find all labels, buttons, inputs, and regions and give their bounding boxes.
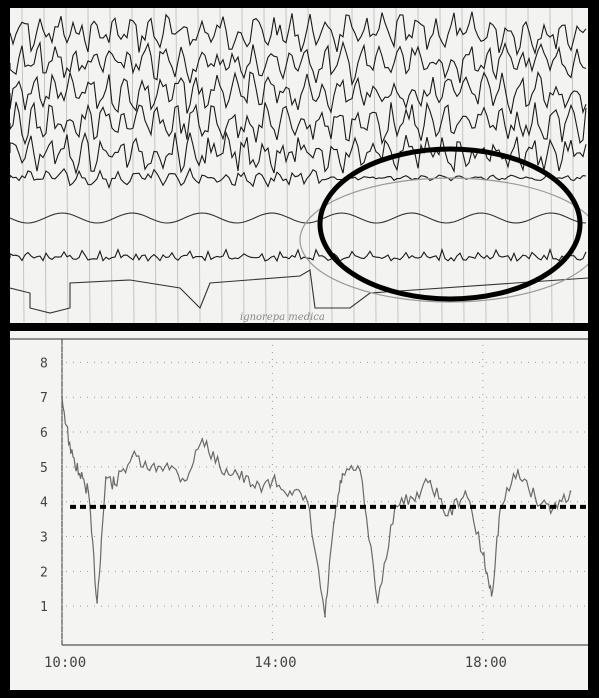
trend-point-8: [131, 455, 134, 458]
trend-point-21: [341, 472, 344, 475]
eeg-channel-4: [10, 101, 587, 146]
x-tick-label-1400: 14:00: [254, 655, 296, 671]
y-tick-label-8: 8: [40, 356, 48, 371]
trend-point-7: [113, 483, 116, 486]
trend-point-3: [78, 472, 81, 475]
trend-point-9: [148, 469, 151, 472]
y-tick-label-7: 7: [40, 391, 48, 406]
x-tick-label-1000: 10:00: [44, 655, 86, 671]
trend-point-13: [218, 465, 221, 468]
trend-point-16: [271, 479, 274, 482]
y-tick-label-5: 5: [40, 461, 48, 476]
trend-point-27: [446, 514, 449, 517]
eeg-channel-3: [10, 70, 587, 115]
trend-point-35: [569, 490, 572, 493]
trend-point-33: [534, 497, 537, 500]
trend-point-30: [490, 594, 493, 597]
trend-point-28: [464, 490, 467, 493]
trend-point-12: [201, 438, 204, 440]
ecg-trace: [10, 247, 587, 263]
eeg-trace-image: ignorepa medica: [10, 8, 588, 323]
y-tick-label-4: 4: [40, 496, 48, 511]
trend-point-20: [332, 521, 335, 524]
trend-point-11: [183, 479, 186, 482]
y-tick-label-2: 2: [40, 565, 48, 580]
y-tick-label-6: 6: [40, 426, 48, 441]
eeg-traces: [10, 11, 588, 314]
respiration-trace: [10, 212, 587, 224]
eeg-channel-6: [10, 166, 587, 190]
trend-point-4: [87, 490, 90, 493]
y-tick-label-3: 3: [40, 531, 48, 546]
trend-point-19: [324, 615, 326, 618]
eeg-recording-panel: ignorepa medica: [10, 8, 588, 323]
faint-ellipse: [299, 177, 588, 303]
trend-point-15: [253, 486, 256, 489]
watermark-text: ignorepa medica: [240, 312, 325, 323]
trend-point-23: [376, 601, 379, 604]
trend-point-32: [516, 469, 519, 472]
trend-point-26: [429, 479, 432, 482]
trend-point-14: [236, 472, 239, 475]
trend-point-18: [306, 500, 309, 503]
trend-point-2: [69, 452, 72, 454]
trend-point-5: [96, 601, 98, 604]
trend-chart: 1 2 3 4 5 6 7 8 10:00 14:00 18:00: [10, 338, 588, 671]
x-tick-label-1800: 18:00: [465, 655, 507, 671]
trend-point-10: [166, 462, 169, 465]
trend-point-6: [104, 476, 107, 479]
y-tick-label-1: 1: [40, 600, 48, 615]
trend-point-17: [289, 490, 291, 493]
trend-point-1: [61, 396, 63, 399]
emg-trace: [10, 269, 588, 314]
trend-point-25: [411, 497, 414, 500]
highlight-ellipse: [317, 146, 583, 302]
eeg-channel-5: [10, 130, 587, 176]
eeg-channel-1: [10, 11, 587, 57]
eeg-channel-2: [10, 40, 587, 87]
trend-chart-panel: 1 2 3 4 5 6 7 8 10:00 14:00 18:00: [10, 331, 588, 690]
trend-point-22: [359, 469, 361, 472]
trend-point-29: [481, 553, 484, 555]
